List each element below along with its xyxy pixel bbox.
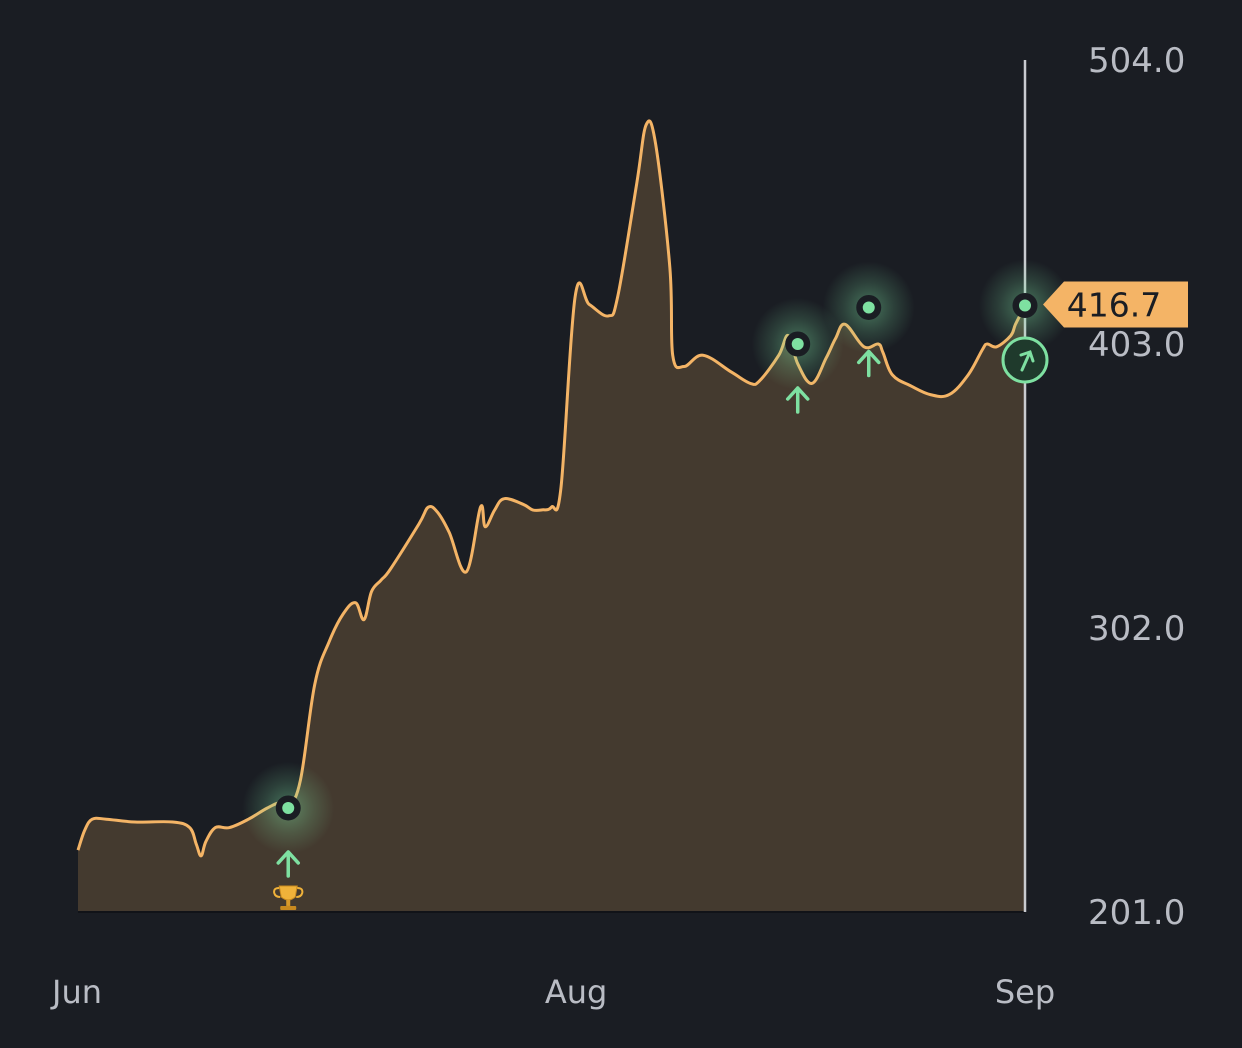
x-tick-label: Aug xyxy=(545,973,607,1011)
y-tick-label: 302.0 xyxy=(1088,609,1185,649)
x-tick-label: Jun xyxy=(50,973,102,1011)
marker-dot xyxy=(282,801,295,814)
trophy-handle-right xyxy=(296,886,304,898)
trophy-base xyxy=(280,905,297,910)
current-up-icon xyxy=(1019,350,1035,372)
trophy-handle-left xyxy=(273,886,281,898)
up-arrow-icon xyxy=(785,386,810,414)
y-tick-label: 504.0 xyxy=(1088,41,1185,81)
current-price-label: 416.7 xyxy=(1067,285,1161,324)
marker-dot xyxy=(791,338,804,350)
marker-dot xyxy=(862,301,875,314)
up-arrow-icon xyxy=(276,850,300,878)
current-price-tag xyxy=(1043,281,1188,328)
area-fill xyxy=(78,120,1025,913)
trophy-stem xyxy=(286,899,291,906)
x-tick-label: Sep xyxy=(995,973,1055,1011)
y-tick-label: 403.0 xyxy=(1088,325,1185,365)
y-tick-label: 201.0 xyxy=(1088,893,1185,933)
marker-dot xyxy=(1019,299,1031,312)
up-arrow-icon xyxy=(856,349,881,378)
trophy-icon xyxy=(278,885,298,901)
